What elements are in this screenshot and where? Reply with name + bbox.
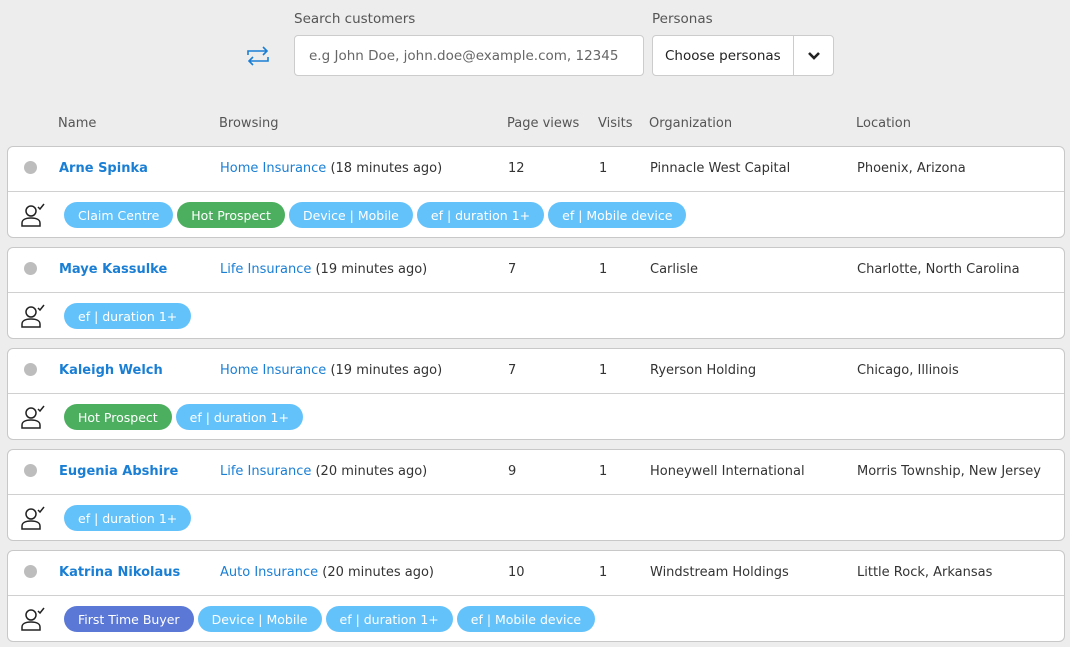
refresh-icon[interactable] <box>244 42 272 70</box>
organization: Carlisle <box>650 262 698 277</box>
location: Chicago, Illinois <box>857 363 959 378</box>
page-views: 9 <box>508 464 517 479</box>
status-dot <box>24 161 37 174</box>
search-label: Search customers <box>294 11 416 27</box>
persona-tag[interactable]: ef | duration 1+ <box>416 202 545 228</box>
status-dot <box>24 262 37 275</box>
location: Phoenix, Arizona <box>857 161 966 176</box>
persona-tag[interactable]: ef | Mobile device <box>456 606 596 632</box>
browsing-cell: Home Insurance (18 minutes ago) <box>220 161 442 176</box>
browsing-cell: Life Insurance (19 minutes ago) <box>220 262 427 277</box>
customer-row[interactable]: Katrina Nikolaus Auto Insurance (20 minu… <box>7 550 1065 642</box>
column-header-location: Location <box>856 116 911 131</box>
search-input[interactable] <box>294 35 644 76</box>
persona-tag[interactable]: ef | duration 1+ <box>325 606 453 632</box>
customer-name-link[interactable]: Arne Spinka <box>59 161 148 176</box>
browsing-time: (20 minutes ago) <box>322 565 434 580</box>
browsing-time: (18 minutes ago) <box>330 161 443 176</box>
persona-tag[interactable]: ef | Mobile device <box>548 202 687 228</box>
persona-tag[interactable]: First Time Buyer <box>64 606 194 632</box>
column-header-name: Name <box>58 116 97 131</box>
browsing-page-link[interactable]: Life Insurance <box>220 464 312 479</box>
customer-row[interactable]: Kaleigh Welch Home Insurance (19 minutes… <box>7 348 1065 440</box>
location: Morris Township, New Jersey <box>857 464 1041 479</box>
browsing-page-link[interactable]: Home Insurance <box>220 161 327 176</box>
visits: 1 <box>599 161 608 176</box>
persona-tag[interactable]: Device | Mobile <box>197 606 322 632</box>
organization: Honeywell International <box>650 464 805 479</box>
browsing-page-link[interactable]: Auto Insurance <box>220 565 319 580</box>
page-views: 12 <box>508 161 525 176</box>
organization: Ryerson Holding <box>650 363 757 378</box>
browsing-time: (19 minutes ago) <box>330 363 443 378</box>
browsing-cell: Life Insurance (20 minutes ago) <box>220 464 427 479</box>
visits: 1 <box>599 262 608 277</box>
persona-check-icon <box>21 203 45 227</box>
persona-tag[interactable]: Claim Centre <box>64 202 174 228</box>
organization: Pinnacle West Capital <box>650 161 791 176</box>
persona-check-icon <box>21 506 45 530</box>
location: Little Rock, Arkansas <box>857 565 993 580</box>
customer-row[interactable]: Eugenia Abshire Life Insurance (20 minut… <box>7 449 1065 541</box>
personas-select[interactable]: Choose personas <box>652 35 834 76</box>
column-header-visits: Visits <box>598 116 633 131</box>
personas-label: Personas <box>652 11 713 27</box>
browsing-page-link[interactable]: Home Insurance <box>220 363 327 378</box>
visits: 1 <box>599 565 608 580</box>
persona-tag[interactable]: Hot Prospect <box>64 404 172 430</box>
status-dot <box>24 464 37 477</box>
persona-check-icon <box>21 304 45 328</box>
location: Charlotte, North Carolina <box>857 262 1020 277</box>
browsing-time: (20 minutes ago) <box>315 464 428 479</box>
customer-row[interactable]: Arne Spinka Home Insurance (18 minutes a… <box>7 146 1065 238</box>
browsing-time: (19 minutes ago) <box>315 262 428 277</box>
persona-tag[interactable]: Device | Mobile <box>288 202 413 228</box>
customer-name-link[interactable]: Katrina Nikolaus <box>59 565 181 580</box>
chevron-down-icon[interactable] <box>793 36 833 75</box>
persona-tag[interactable]: ef | duration 1+ <box>64 505 192 531</box>
browsing-cell: Auto Insurance (20 minutes ago) <box>220 565 434 580</box>
page-views: 7 <box>508 363 517 378</box>
page-views: 7 <box>508 262 517 277</box>
persona-tag[interactable]: Hot Prospect <box>177 202 285 228</box>
status-dot <box>24 565 37 578</box>
page-views: 10 <box>508 565 525 580</box>
customer-name-link[interactable]: Maye Kassulke <box>59 262 168 277</box>
customer-row[interactable]: Maye Kassulke Life Insurance (19 minutes… <box>7 247 1065 339</box>
column-header-page-views: Page views <box>507 116 580 131</box>
persona-tag[interactable]: ef | duration 1+ <box>175 404 303 430</box>
browsing-cell: Home Insurance (19 minutes ago) <box>220 363 442 378</box>
customer-name-link[interactable]: Eugenia Abshire <box>59 464 179 479</box>
visits: 1 <box>599 464 608 479</box>
organization: Windstream Holdings <box>650 565 789 580</box>
persona-check-icon <box>21 607 45 631</box>
browsing-page-link[interactable]: Life Insurance <box>220 262 312 277</box>
status-dot <box>24 363 37 376</box>
column-header-organization: Organization <box>649 116 733 131</box>
customer-name-link[interactable]: Kaleigh Welch <box>59 363 163 378</box>
persona-check-icon <box>21 405 45 429</box>
persona-tag[interactable]: ef | duration 1+ <box>64 303 192 329</box>
personas-value: Choose personas <box>665 47 781 64</box>
visits: 1 <box>599 363 608 378</box>
column-header-browsing: Browsing <box>219 116 279 131</box>
